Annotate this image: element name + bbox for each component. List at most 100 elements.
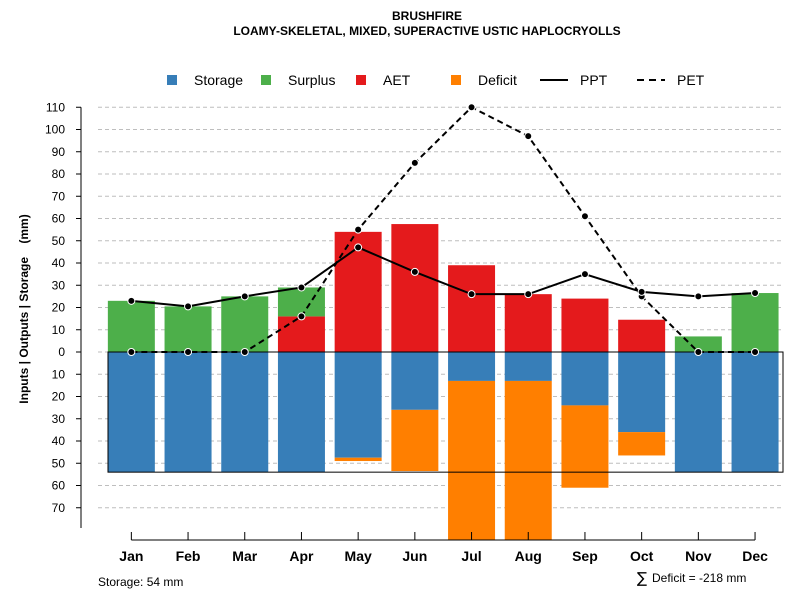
storage-bar-feb bbox=[164, 352, 212, 473]
x-tick-label-sep: Sep bbox=[572, 548, 598, 564]
gridlines bbox=[98, 106, 783, 509]
y-tick-label: 100 bbox=[45, 123, 65, 137]
surplus-bar-dec bbox=[731, 293, 779, 352]
surplus-bar-mar bbox=[221, 296, 269, 352]
x-tick-label-oct: Oct bbox=[630, 548, 654, 564]
pet-point-jan bbox=[127, 348, 136, 356]
pet-point-nov bbox=[694, 348, 703, 356]
legend-swatch-aet bbox=[356, 75, 366, 85]
aet-bar-oct bbox=[618, 319, 666, 352]
legend-swatch-deficit bbox=[451, 75, 461, 85]
y-tick-label: 80 bbox=[52, 167, 66, 181]
ppt-point-may bbox=[354, 243, 363, 252]
storage-capacity-box bbox=[107, 351, 784, 473]
x-tick-label-dec: Dec bbox=[742, 548, 768, 564]
y-tick-label: 0 bbox=[58, 345, 65, 359]
ppt-line bbox=[131, 246, 756, 308]
legend-swatch-storage bbox=[167, 75, 177, 85]
storage-bar-mar bbox=[221, 352, 269, 473]
x-tick-label-jun: Jun bbox=[402, 548, 427, 564]
sum-symbol: ∑ bbox=[637, 569, 647, 587]
x-tick-label-may: May bbox=[345, 548, 372, 564]
y-tick-label: 110 bbox=[46, 100, 65, 114]
pet-point-may bbox=[354, 225, 363, 234]
y-tick-label: 60 bbox=[52, 479, 66, 493]
y-tick-label: 50 bbox=[52, 234, 66, 248]
storage-bar-aug bbox=[504, 352, 552, 381]
y-tick-label: 20 bbox=[52, 301, 66, 315]
storage-bar-nov bbox=[674, 352, 722, 473]
legend-swatch-surplus bbox=[261, 75, 271, 85]
legend-label-aet: AET bbox=[383, 72, 411, 88]
x-tick-label-mar: Mar bbox=[232, 548, 257, 564]
chart-title: BRUSHFIRE bbox=[392, 9, 462, 23]
ppt-point-nov bbox=[694, 292, 703, 301]
ppt-point-mar bbox=[240, 292, 249, 301]
pet-line bbox=[131, 106, 756, 353]
pet-point-mar bbox=[240, 348, 249, 356]
legend: Storage Surplus AET Deficit PPT PET bbox=[167, 72, 705, 88]
aet-bar-jul bbox=[448, 265, 496, 352]
y-tick-label: 70 bbox=[52, 501, 66, 515]
storage-bar-may bbox=[334, 352, 382, 458]
ppt-point-dec bbox=[751, 289, 760, 298]
ppt-point-oct bbox=[637, 287, 646, 296]
chart-subtitle: LOAMY-SKELETAL, MIXED, SUPERACTIVE USTIC… bbox=[233, 24, 620, 38]
y-tick-label: 30 bbox=[52, 412, 66, 426]
deficit-bar-jul bbox=[448, 380, 496, 540]
pet-point-dec bbox=[751, 348, 760, 356]
storage-note: Storage: 54 mm bbox=[98, 575, 183, 589]
ppt-point-jan bbox=[127, 296, 136, 305]
y-tick-label: 20 bbox=[52, 390, 66, 404]
pet-point-sep bbox=[580, 212, 589, 221]
surplus-bar-apr bbox=[277, 287, 325, 317]
x-tick-label-jan: Jan bbox=[119, 548, 143, 564]
x-tick-label-jul: Jul bbox=[461, 548, 481, 564]
ppt-point-aug bbox=[524, 290, 533, 299]
bars bbox=[107, 224, 779, 540]
x-tick-label-feb: Feb bbox=[176, 548, 201, 564]
legend-label-pet: PET bbox=[677, 72, 705, 88]
legend-label-ppt: PPT bbox=[580, 72, 608, 88]
pet-point-apr bbox=[297, 312, 306, 321]
storage-capacity-outline bbox=[107, 351, 784, 473]
surplus-bar-jan bbox=[107, 300, 155, 352]
deficit-bar-aug bbox=[504, 380, 552, 540]
x-tick-label-aug: Aug bbox=[515, 548, 542, 564]
ppt-point-feb bbox=[184, 302, 193, 311]
deficit-bar-oct bbox=[618, 432, 666, 456]
storage-bar-sep bbox=[561, 352, 609, 406]
surplus-bar-feb bbox=[164, 306, 212, 352]
legend-label-storage: Storage bbox=[194, 72, 243, 88]
deficit-bar-may bbox=[334, 457, 382, 462]
storage-bar-apr bbox=[277, 352, 325, 473]
y-tick-label: 50 bbox=[52, 456, 66, 470]
aet-bar-sep bbox=[561, 298, 609, 352]
y-tick-label: 60 bbox=[52, 212, 66, 226]
ppt-point-jun bbox=[410, 267, 419, 276]
deficit-bar-jun bbox=[391, 409, 439, 472]
legend-label-deficit: Deficit bbox=[478, 72, 517, 88]
ppt-point-jul bbox=[467, 290, 476, 299]
y-tick-label: 10 bbox=[52, 323, 66, 337]
x-tick-label-apr: Apr bbox=[289, 548, 314, 564]
storage-bar-jun bbox=[391, 352, 439, 410]
y-axis-label: Inputs | Outputs | Storage (mm) bbox=[17, 214, 31, 403]
y-tick-label: 40 bbox=[52, 256, 66, 270]
legend-label-surplus: Surplus bbox=[288, 72, 335, 88]
storage-bar-oct bbox=[618, 352, 666, 433]
storage-bar-dec bbox=[731, 352, 779, 473]
y-tick-label: 70 bbox=[52, 189, 66, 203]
y-tick-label: 40 bbox=[52, 434, 66, 448]
ppt-point-sep bbox=[580, 270, 589, 279]
deficit-total-note: Deficit = -218 mm bbox=[652, 571, 746, 585]
pet-point-feb bbox=[184, 348, 193, 356]
series-lines bbox=[127, 103, 760, 356]
storage-bar-jan bbox=[107, 352, 155, 473]
y-tick-label: 90 bbox=[52, 145, 66, 159]
pet-point-aug bbox=[524, 132, 533, 141]
y-tick-label: 30 bbox=[52, 278, 66, 292]
x-tick-label-nov: Nov bbox=[685, 548, 712, 564]
